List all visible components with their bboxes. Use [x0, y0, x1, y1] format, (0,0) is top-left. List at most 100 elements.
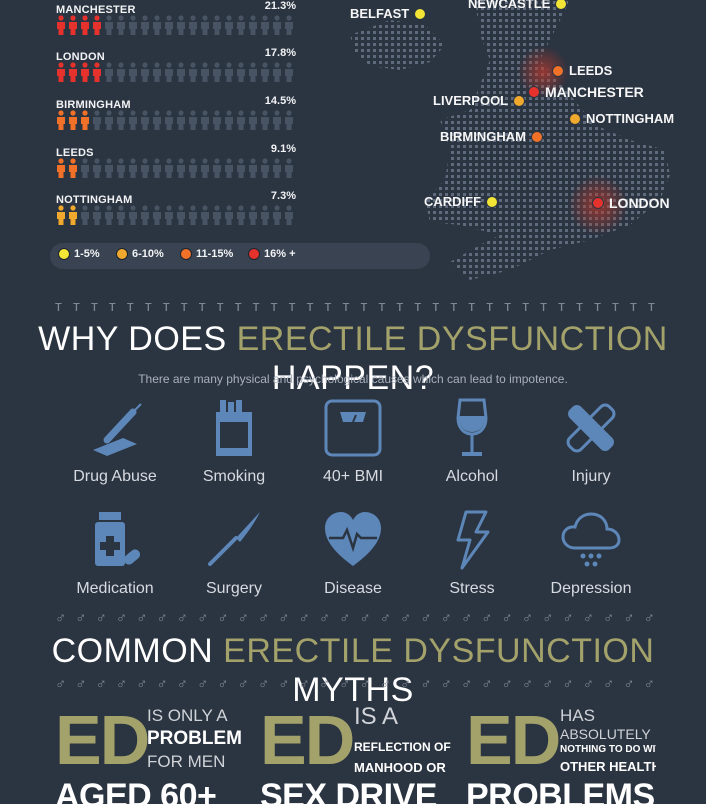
person-icon	[129, 15, 137, 35]
male-symbol-icon: ♂	[95, 610, 107, 627]
map-dot	[486, 195, 499, 208]
male-symbol-icon: ♂	[603, 610, 615, 627]
map-dot	[513, 94, 526, 107]
person-icon	[153, 205, 161, 225]
city-name: LEEDS	[56, 147, 94, 159]
myth-manhood: ED IS A REFLECTION OF MANHOOD OR SEX DRI…	[260, 705, 460, 804]
male-symbol-icon: ♂	[501, 610, 513, 627]
myth-line: PROBLEM	[147, 728, 242, 749]
person-icon	[237, 110, 245, 130]
person-icon	[105, 110, 113, 130]
city-percent: 14.5%	[264, 95, 296, 107]
city-percent: 17.8%	[264, 47, 296, 59]
tee-icon: ᴛ	[324, 298, 332, 315]
myth-age: ED IS ONLY A PROBLEM FOR MEN AGED 60+	[55, 705, 250, 804]
person-icon	[201, 205, 209, 225]
male-symbol-icon: ♂	[643, 610, 655, 627]
male-symbol-icon: ♂	[542, 676, 554, 693]
male-symbol-icon: ♂	[481, 610, 493, 627]
person-icon	[57, 15, 65, 35]
male-symbol-icon: ♂	[582, 610, 594, 627]
pill-bottle-icon	[95, 512, 141, 566]
tee-icon: ᴛ	[198, 298, 206, 315]
rain-cloud-icon	[561, 512, 621, 567]
map-dot	[569, 112, 581, 125]
map-dot	[528, 86, 540, 98]
person-icon	[201, 158, 209, 178]
tee-icon: ᴛ	[630, 298, 637, 315]
male-symbol-icon: ♂	[75, 676, 87, 693]
male-symbol-icon: ♂	[379, 676, 391, 693]
male-symbol-icon: ♂	[237, 676, 249, 693]
person-icon	[141, 110, 149, 130]
person-icon	[177, 15, 185, 35]
male-symbol-icon: ♂	[400, 676, 412, 693]
stat-london: LONDON 17.8%	[56, 47, 296, 82]
person-icon	[237, 15, 245, 35]
map-label-birmingham: BIRMINGHAM	[440, 129, 543, 144]
cause-disease: Disease	[293, 510, 413, 598]
cause-smoking: Smoking	[174, 398, 294, 486]
myths-heading: COMMON ERECTILE DYSFUNCTION MYTHS	[51, 632, 655, 709]
myth-line: ABSOLUTELY	[560, 726, 651, 742]
city-percent: 9.1%	[270, 143, 296, 155]
tee-icon: ᴛ	[396, 298, 404, 315]
myth-big-text: AGED 60+	[55, 777, 217, 804]
person-icon	[201, 110, 209, 130]
person-icon	[93, 15, 101, 35]
male-symbol-icon: ♂	[359, 610, 371, 627]
person-icon	[57, 110, 65, 130]
male-symbol-icon: ♂	[582, 676, 594, 693]
person-icon	[273, 205, 281, 225]
person-icon	[213, 205, 221, 225]
person-icon	[69, 205, 77, 225]
person-icon	[177, 110, 185, 130]
stat-manchester: MANCHESTER 21.3%	[56, 0, 296, 35]
map-dot	[592, 197, 604, 209]
legend-item: 16% +	[248, 248, 296, 260]
male-symbol-icon: ♂	[440, 610, 452, 627]
male-symbol-icon: ♂	[623, 676, 635, 693]
city-name: MANCHESTER	[56, 4, 136, 16]
tee-icon: ᴛ	[90, 298, 98, 315]
tee-icon: ᴛ	[126, 298, 134, 315]
map-dot	[555, 0, 568, 10]
male-symbol-icon: ♂	[156, 610, 168, 627]
map-label-belfast: BELFAST	[350, 6, 427, 21]
male-symbol-icon: ♂	[562, 610, 574, 627]
myth-big-text: PROBLEMS	[466, 777, 655, 804]
tee-icon: ᴛ	[180, 298, 188, 315]
legend-item: 11-15%	[180, 248, 233, 260]
male-symbol-icon: ♂	[400, 610, 412, 627]
person-icon	[117, 110, 125, 130]
person-icon	[225, 15, 233, 35]
person-icon	[189, 62, 197, 82]
map-dot	[552, 64, 564, 77]
person-icon	[285, 110, 293, 130]
person-icon	[201, 15, 209, 35]
person-icon	[249, 15, 257, 35]
myth-line: REFLECTION OF	[354, 740, 451, 754]
person-icon	[249, 110, 257, 130]
myth-ed-label: ED	[466, 705, 561, 779]
person-icon	[165, 62, 173, 82]
person-icon	[117, 15, 125, 35]
map-label-newcastle: NEWCASTLE	[468, 0, 568, 11]
myth-line: HAS	[560, 706, 595, 725]
map-label-leeds: LEEDS	[552, 63, 612, 78]
tee-icon: ᴛ	[144, 298, 152, 315]
person-icon	[141, 15, 149, 35]
tee-icon: ᴛ	[450, 298, 458, 315]
tee-icon: ᴛ	[558, 298, 565, 315]
male-symbol-icon: ♂	[197, 610, 209, 627]
person-icon	[165, 15, 173, 35]
map-label-cardiff: CARDIFF	[424, 194, 499, 209]
person-icon	[105, 15, 113, 35]
cause-depression: Depression	[531, 510, 651, 598]
male-symbol-icon: ♂	[521, 610, 534, 627]
person-icon	[249, 158, 257, 178]
person-icon	[189, 110, 197, 130]
tee-icon: ᴛ	[360, 298, 368, 315]
person-icon	[225, 110, 233, 130]
